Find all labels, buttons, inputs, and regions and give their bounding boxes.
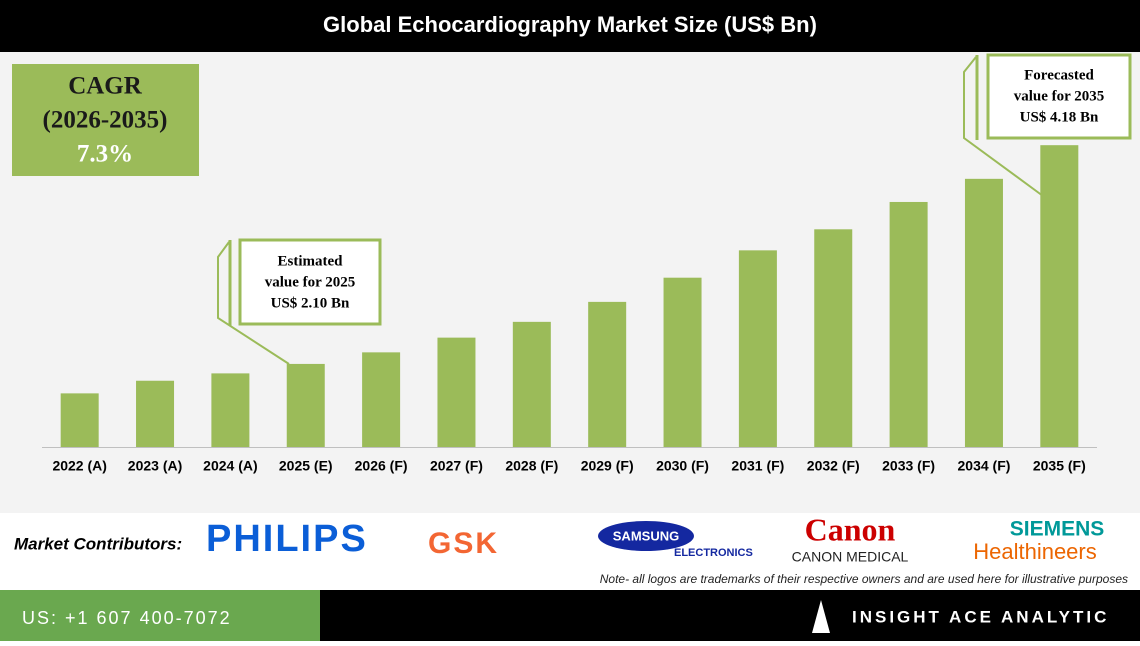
- x-tick-label: 2035 (F): [1033, 458, 1086, 474]
- x-tick-label: 2030 (F): [656, 458, 709, 474]
- cagr-box: [12, 64, 199, 176]
- header-bar: [0, 0, 1140, 52]
- logo-philips: PHILIPS: [206, 518, 368, 560]
- logo-canon: Canon: [805, 511, 896, 547]
- x-tick-label: 2022 (A): [52, 458, 106, 474]
- chart-title: Global Echocardiography Market Size (US$…: [323, 12, 817, 37]
- footer-phone: US: +1 607 400-7072: [22, 608, 232, 628]
- bar: [362, 352, 401, 447]
- contributors-label: Market Contributors:: [14, 534, 182, 553]
- footer-brand: INSIGHT ACE ANALYTIC: [852, 607, 1109, 626]
- logo-samsung-oval: [598, 521, 694, 551]
- bar: [663, 277, 702, 447]
- x-tick-label: 2026 (F): [355, 458, 408, 474]
- callout-text: US$ 2.10 Bn: [271, 295, 350, 311]
- bar: [136, 380, 175, 447]
- callout-text: Forecasted: [1024, 67, 1094, 83]
- note: Note- all logos are trademarks of their …: [600, 572, 1128, 586]
- x-tick-label: 2028 (F): [505, 458, 558, 474]
- x-tick-label: 2027 (F): [430, 458, 483, 474]
- x-tick-label: 2032 (F): [807, 458, 860, 474]
- bar: [60, 393, 99, 447]
- bar: [964, 178, 1003, 448]
- bar: [738, 250, 777, 447]
- x-tick-label: 2024 (A): [203, 458, 257, 474]
- brand-icon: [812, 600, 830, 633]
- callout-text: US$ 4.18 Bn: [1020, 109, 1099, 125]
- logo-samsung: SAMSUNG: [613, 528, 679, 543]
- bar: [889, 201, 928, 447]
- callout-line: [963, 56, 1044, 197]
- callout-text: value for 2025: [265, 274, 356, 290]
- logo-canon-sub: CANON MEDICAL: [792, 549, 909, 565]
- cagr-label: CAGR: [68, 73, 143, 100]
- x-tick-label: 2033 (F): [882, 458, 935, 474]
- callout-text: Estimated: [278, 253, 344, 269]
- bars: 2022 (A) 2023 (A) 2024 (A) 2025 (E) 2026 (F)…: [52, 145, 1086, 474]
- logo-siemens: SIEMENS: [1010, 518, 1105, 541]
- bar: [437, 337, 476, 447]
- bar: [588, 301, 627, 447]
- callout-box: [986, 53, 1132, 140]
- bar: [211, 373, 250, 447]
- contributors-band: [0, 513, 1140, 590]
- x-tick-label: 2025 (E): [279, 458, 333, 474]
- x-tick-label: 2029 (F): [581, 458, 634, 474]
- bar: [1040, 145, 1079, 447]
- logo-gsk: GSK: [428, 527, 499, 560]
- callout-box: [238, 238, 382, 326]
- x-tick-label: 2034 (F): [958, 458, 1011, 474]
- logo-samsung-sub: ELECTRONICS: [674, 547, 753, 559]
- callout-line: [217, 241, 290, 365]
- logo-healthineers: Healthineers: [973, 539, 1097, 564]
- footer-phone-bg: [0, 590, 320, 641]
- bar: [286, 363, 325, 447]
- x-tick-label: 2031 (F): [731, 458, 784, 474]
- footer-brand-bg: [320, 590, 1140, 641]
- cagr-period: (2026-2035): [43, 107, 168, 134]
- callout-text: value for 2035: [1014, 88, 1105, 104]
- bar: [814, 229, 853, 447]
- x-tick-label: 2023 (A): [128, 458, 182, 474]
- cagr-value: 7.3%: [77, 141, 133, 168]
- bar: [512, 321, 551, 447]
